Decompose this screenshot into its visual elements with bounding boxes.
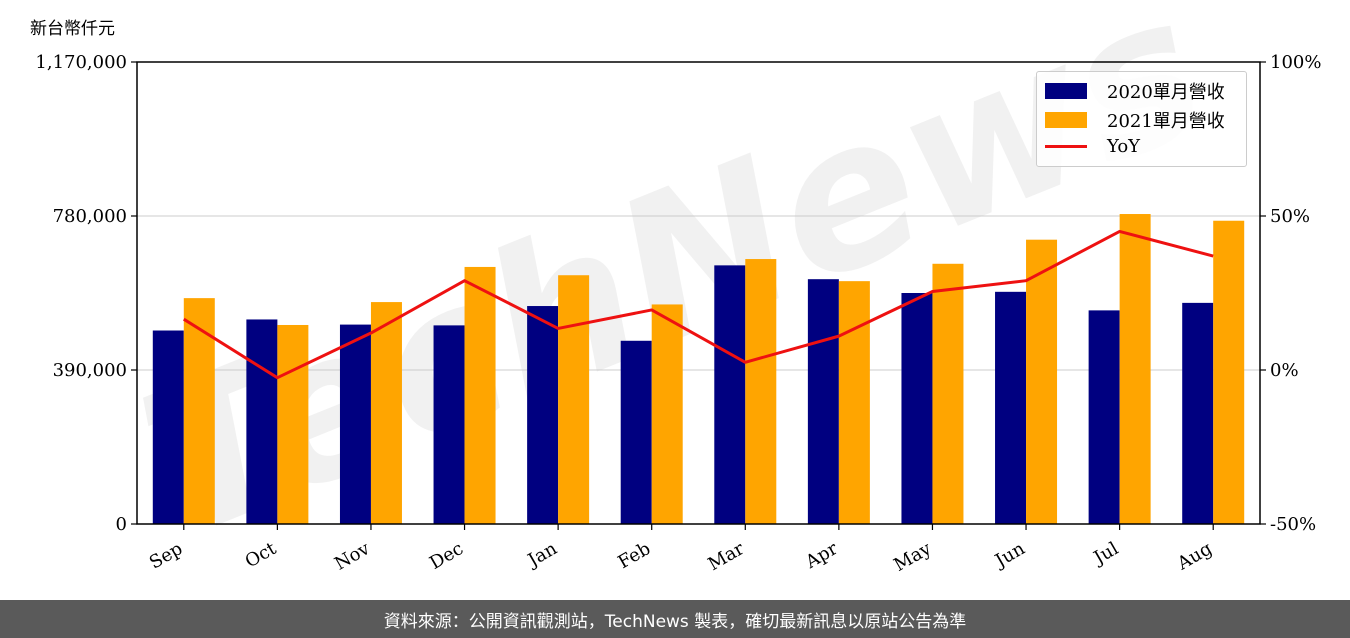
y-tick-label: 390,000 — [53, 360, 127, 381]
source-footer: 資料來源：公開資訊觀測站，TechNews 製表，確切最新訊息以原站公告為準 — [0, 600, 1350, 638]
x-tick-label-may: May — [890, 538, 935, 576]
bar-2021-jul — [1119, 214, 1151, 524]
bar-2021-jan — [558, 275, 590, 524]
bar-2020-may — [901, 293, 933, 524]
bar-2020-apr — [807, 279, 839, 524]
bar-2021-sep — [183, 298, 215, 524]
axes — [136, 61, 1261, 525]
y2-tick-label: 50% — [1270, 206, 1310, 227]
bar-2020-aug — [1182, 302, 1214, 524]
legend-label-2021: 2021單月營收 — [1107, 111, 1225, 132]
bar-2021-aug — [1213, 220, 1245, 524]
bar-2020-oct — [246, 319, 278, 524]
x-tick-label-aug: Aug — [1173, 538, 1216, 575]
y2-tick-label: 0% — [1270, 360, 1299, 381]
x-tick-label-jul: Jul — [1089, 538, 1123, 570]
bar-2021-nov — [370, 302, 402, 524]
y2-tick-label: 100% — [1270, 52, 1321, 73]
bars — [152, 214, 1245, 524]
x-tick-label-feb: Feb — [615, 538, 655, 573]
x-tick-label-nov: Nov — [331, 538, 374, 575]
bar-2020-jan — [527, 306, 559, 524]
x-tick-label-apr: Apr — [801, 538, 841, 573]
y-axis-unit-label: 新台幣仟元 — [30, 19, 115, 39]
legend-item-yoy: YoY — [1045, 136, 1140, 157]
bar-2020-mar — [714, 265, 746, 524]
footer-text: 資料來源：公開資訊觀測站，TechNews 製表，確切最新訊息以原站公告為準 — [383, 611, 967, 632]
x-tick-label-sep: Sep — [146, 538, 186, 573]
bar-2021-oct — [277, 324, 309, 524]
bar-2021-dec — [464, 266, 496, 524]
chart-legend: 2020單月營收 2021單月營收 YoY — [1036, 71, 1247, 167]
plot-frame — [136, 61, 1261, 525]
y2-tick-label: -50% — [1270, 514, 1316, 535]
bar-2020-nov — [339, 324, 371, 524]
x-tick-label-dec: Dec — [426, 538, 467, 574]
grid-lines — [137, 215, 1260, 371]
x-tick-label-mar: Mar — [705, 538, 749, 575]
bar-2020-sep — [152, 330, 184, 524]
yoy-line — [182, 229, 1214, 380]
bar-2021-feb — [651, 304, 683, 524]
legend-swatch-2020 — [1045, 83, 1087, 99]
bar-2021-may — [932, 263, 964, 524]
legend-swatch-yoy — [1045, 145, 1087, 148]
legend-item-2020: 2020單月營收 — [1045, 78, 1225, 104]
y-tick-label: 0 — [116, 514, 127, 535]
bar-2020-feb — [620, 340, 652, 524]
x-tick-label-jan: Jan — [523, 538, 561, 572]
bar-2020-dec — [433, 325, 465, 524]
y-tick-label: 780,000 — [53, 206, 127, 227]
y-tick-label: 1,170,000 — [35, 52, 127, 73]
bar-2021-apr — [838, 281, 870, 524]
bar-2021-mar — [745, 259, 777, 524]
x-tick-label-jun: Jun — [990, 538, 1029, 573]
yoy-line-layer — [182, 229, 1214, 380]
bar-2020-jun — [995, 291, 1027, 524]
bar-2021-jun — [1026, 239, 1058, 524]
legend-label-yoy: YoY — [1107, 136, 1141, 157]
legend-item-2021: 2021單月營收 — [1045, 107, 1225, 133]
bar-2020-jul — [1088, 310, 1120, 524]
legend-label-2020: 2020單月營收 — [1107, 82, 1225, 103]
legend-swatch-2021 — [1045, 112, 1087, 128]
